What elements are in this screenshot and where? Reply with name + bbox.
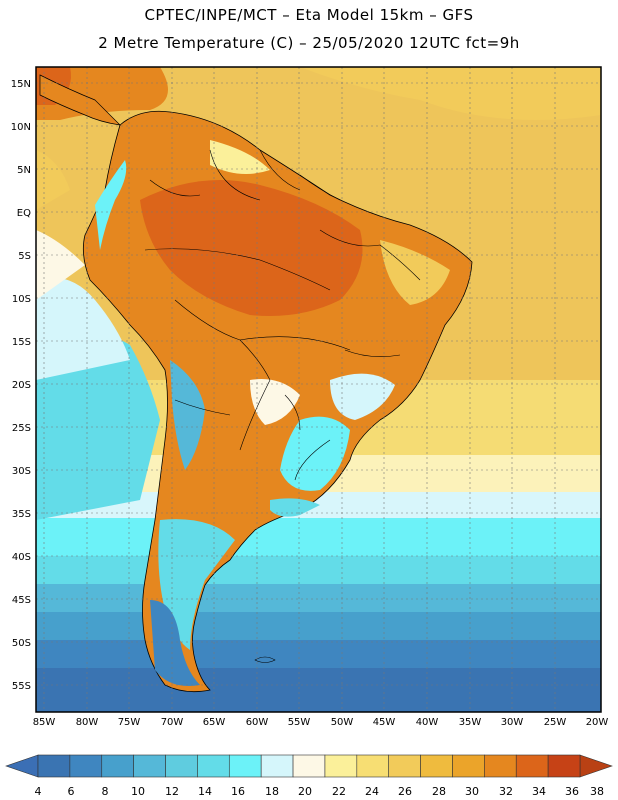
colorbar-swatch	[260, 754, 294, 778]
lat-tick: 50S	[12, 638, 31, 649]
colorbar-label: 10	[131, 785, 145, 798]
lon-tick: 80W	[76, 717, 99, 728]
colorbar-label: 38	[590, 785, 604, 798]
lat-tick: 5S	[18, 251, 31, 262]
colorbar-swatch	[37, 754, 71, 778]
lon-tick: 60W	[246, 717, 269, 728]
lon-axis: 85W 80W 75W 70W 65W 60W 55W 50W 45W 40W …	[33, 717, 609, 728]
lat-tick: 45S	[12, 595, 31, 606]
lon-tick: 70W	[161, 717, 184, 728]
lat-tick: 40S	[12, 552, 31, 563]
colorbar-swatch	[484, 754, 517, 778]
lat-tick: EQ	[17, 208, 31, 219]
colorbar-swatch	[292, 754, 326, 778]
lat-tick: 55S	[12, 681, 31, 692]
chart-subtitle: 2 Metre Temperature (C) – 25/05/2020 12U…	[98, 34, 520, 52]
lat-tick: 30S	[12, 466, 31, 477]
colorbar-swatch	[324, 754, 358, 778]
colorbar-label: 4	[35, 785, 42, 798]
lon-tick: 40W	[416, 717, 439, 728]
colorbar-swatch	[452, 754, 485, 778]
lon-tick: 45W	[373, 717, 396, 728]
graticule	[36, 67, 601, 712]
lat-axis: 15N 10N 5N EQ 5S 10S 15S 20S 25S 30S 35S…	[11, 79, 31, 692]
lon-tick: 35W	[459, 717, 482, 728]
lon-tick: 75W	[118, 717, 141, 728]
lon-tick: 65W	[203, 717, 226, 728]
colorbar-swatch	[69, 754, 103, 778]
colorbar-label: 26	[398, 785, 412, 798]
lat-tick: 10N	[11, 122, 31, 133]
colorbar-left-arrow	[5, 754, 39, 778]
lat-tick: 15S	[12, 337, 31, 348]
colorbar-label: 24	[365, 785, 379, 798]
lat-tick: 10S	[12, 294, 31, 305]
lat-tick: 25S	[12, 423, 31, 434]
lon-tick: 25W	[544, 717, 567, 728]
lat-tick: 20S	[12, 380, 31, 391]
lon-tick: 50W	[331, 717, 354, 728]
colorbar-swatch	[515, 754, 549, 778]
lat-tick: 35S	[12, 509, 31, 520]
colorbar-label: 12	[165, 785, 179, 798]
lon-tick: 20W	[586, 717, 609, 728]
lat-tick: 5N	[17, 165, 31, 176]
colorbar-label: 16	[231, 785, 245, 798]
colorbar-swatch	[356, 754, 390, 778]
colorbar-label: 28	[432, 785, 446, 798]
colorbar-swatch	[165, 754, 198, 778]
colorbar-swatch	[388, 754, 421, 778]
colorbar-right-arrow	[579, 754, 613, 778]
chart-title: CPTEC/INPE/MCT – Eta Model 15km – GFS	[144, 6, 474, 24]
colorbar-label: 32	[499, 785, 513, 798]
colorbar-swatch	[133, 754, 166, 778]
colorbar-label: 36	[565, 785, 579, 798]
colorbar-swatch	[420, 754, 453, 778]
temperature-field	[36, 67, 601, 712]
lon-tick: 55W	[288, 717, 311, 728]
colorbar: 4 6 8 10 12 14 16 18 20 22 24 26 28 30 3…	[5, 754, 613, 798]
colorbar-label: 22	[332, 785, 346, 798]
colorbar-label: 30	[465, 785, 479, 798]
map-frame	[35, 66, 602, 713]
colorbar-label: 14	[198, 785, 212, 798]
lat-tick: 15N	[11, 79, 31, 90]
colorbar-swatch	[228, 754, 262, 778]
colorbar-swatch	[197, 754, 230, 778]
colorbar-label: 6	[68, 785, 75, 798]
lon-tick: 85W	[33, 717, 56, 728]
colorbar-swatch	[547, 754, 581, 778]
colorbar-swatch	[101, 754, 134, 778]
lon-tick: 30W	[501, 717, 524, 728]
colorbar-label: 34	[532, 785, 546, 798]
colorbar-label: 20	[298, 785, 312, 798]
colorbar-label: 18	[265, 785, 279, 798]
colorbar-label: 8	[102, 785, 109, 798]
